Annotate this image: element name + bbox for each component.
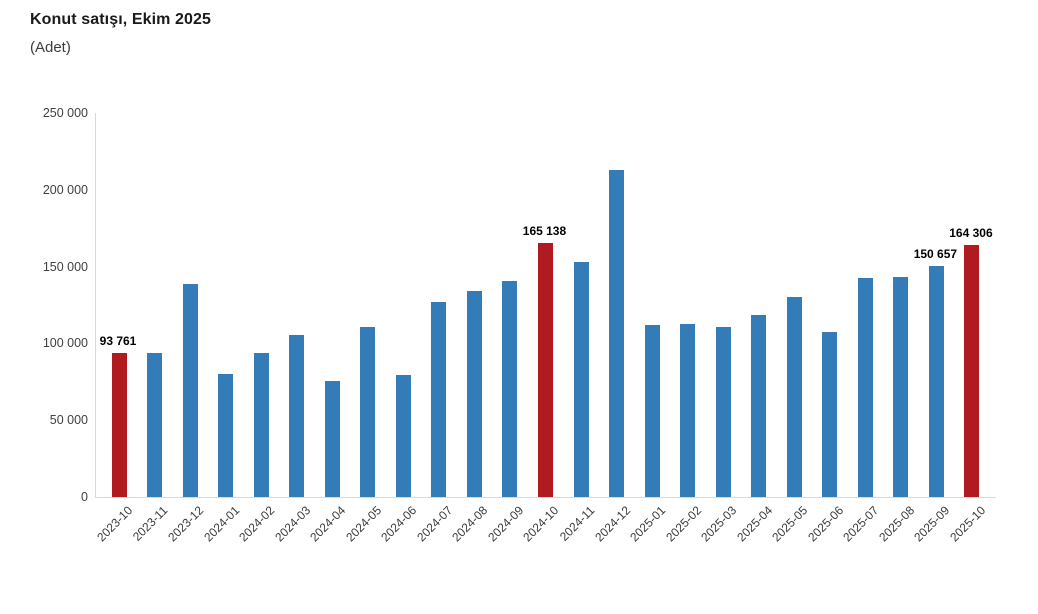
y-tick-label: 250 000 bbox=[42, 106, 88, 120]
bar-2025-04[interactable] bbox=[751, 315, 767, 497]
x-tick-label-2024-09: 2024-09 bbox=[485, 503, 527, 545]
x-tick-label-2025-03: 2025-03 bbox=[698, 503, 740, 545]
x-tick-label-2025-08: 2025-08 bbox=[876, 503, 918, 545]
x-tick-label-2024-08: 2024-08 bbox=[449, 503, 491, 545]
bar-2025-02[interactable] bbox=[680, 323, 696, 497]
bar-2025-05[interactable] bbox=[786, 297, 802, 497]
bar-2025-07[interactable] bbox=[857, 277, 873, 497]
bar-2024-07[interactable] bbox=[431, 301, 447, 497]
bar-2023-10[interactable] bbox=[111, 353, 127, 497]
data-label-2024-10: 165 138 bbox=[522, 224, 567, 239]
chart-unit-label: (Adet) bbox=[30, 39, 71, 56]
bar-2024-06[interactable] bbox=[395, 375, 411, 497]
bar-2023-11[interactable] bbox=[147, 353, 163, 497]
bar-2025-08[interactable] bbox=[893, 276, 909, 497]
x-tick-label-2023-12: 2023-12 bbox=[165, 503, 207, 545]
x-tick-label-2024-07: 2024-07 bbox=[414, 503, 456, 545]
x-tick-label-2025-05: 2025-05 bbox=[769, 503, 811, 545]
bar-2024-02[interactable] bbox=[253, 352, 269, 497]
x-tick-label-2024-03: 2024-03 bbox=[271, 503, 313, 545]
x-tick-label-2025-09: 2025-09 bbox=[911, 503, 953, 545]
bar-2024-11[interactable] bbox=[573, 262, 589, 497]
bar-2025-09[interactable] bbox=[928, 265, 944, 497]
y-tick-label: 0 bbox=[81, 490, 88, 504]
x-tick-label-2024-01: 2024-01 bbox=[200, 503, 242, 545]
x-tick-label-2024-10: 2024-10 bbox=[520, 503, 562, 545]
bar-2024-09[interactable] bbox=[502, 280, 518, 497]
bar-2024-05[interactable] bbox=[360, 327, 376, 497]
y-tick-label: 200 000 bbox=[42, 182, 88, 197]
bar-2024-10[interactable] bbox=[537, 243, 553, 497]
y-tick-label: 150 000 bbox=[42, 259, 88, 274]
x-tick-label-2024-04: 2024-04 bbox=[307, 503, 349, 545]
bar-2024-01[interactable] bbox=[218, 373, 234, 497]
data-label-2023-10: 93 761 bbox=[99, 333, 137, 348]
chart-title: Konut satışı, Ekim 2025 bbox=[30, 11, 212, 28]
bar-2025-01[interactable] bbox=[644, 324, 660, 497]
y-tick-label: 50 000 bbox=[49, 413, 88, 428]
bar-2024-03[interactable] bbox=[289, 335, 305, 497]
bar-2025-03[interactable] bbox=[715, 326, 731, 497]
bar-2023-12[interactable] bbox=[182, 284, 198, 497]
x-tick-label-2024-12: 2024-12 bbox=[591, 503, 633, 545]
data-label-2025-10: 164 306 bbox=[949, 225, 993, 240]
x-tick-label-2024-02: 2024-02 bbox=[236, 503, 278, 545]
bar-2024-04[interactable] bbox=[324, 380, 340, 497]
x-tick-label-2023-11: 2023-11 bbox=[130, 503, 171, 544]
x-tick-label-2024-11: 2024-11 bbox=[556, 503, 598, 544]
bar-2025-10[interactable] bbox=[964, 244, 980, 497]
plot-area bbox=[95, 113, 996, 498]
x-tick-label-2025-01: 2025-01 bbox=[627, 503, 669, 545]
bar-2024-12[interactable] bbox=[609, 170, 625, 497]
x-tick-label-2024-06: 2024-06 bbox=[378, 503, 420, 545]
x-tick-label-2025-06: 2025-06 bbox=[804, 503, 847, 545]
x-tick-label-2023-10: 2023-10 bbox=[94, 503, 136, 545]
x-tick-label-2025-02: 2025-02 bbox=[662, 503, 704, 545]
data-label-2025-09: 150 657 bbox=[913, 246, 958, 261]
x-tick-label-2024-05: 2024-05 bbox=[342, 503, 384, 545]
x-tick-label-2025-10: 2025-10 bbox=[947, 503, 989, 545]
bar-2025-06[interactable] bbox=[822, 331, 838, 497]
x-tick-label-2025-04: 2025-04 bbox=[733, 503, 775, 545]
y-tick-label: 100 000 bbox=[42, 336, 88, 351]
bar-2024-08[interactable] bbox=[466, 290, 482, 497]
x-tick-label-2025-07: 2025-07 bbox=[840, 503, 882, 545]
